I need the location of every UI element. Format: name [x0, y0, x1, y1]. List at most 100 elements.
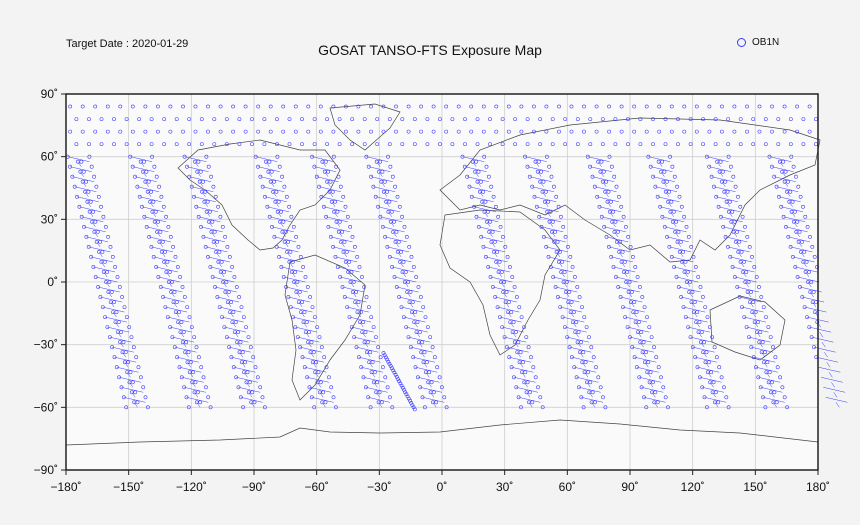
observation-point: [275, 154, 280, 159]
observation-point: [534, 204, 539, 209]
swath-link: [776, 186, 799, 193]
swath-link: [471, 196, 494, 203]
observation-point: [293, 270, 298, 274]
observation-point: [253, 154, 258, 159]
swath-link: [328, 226, 351, 233]
observation-point: [378, 355, 383, 360]
observation-point: [396, 239, 401, 244]
observation-point: [155, 104, 160, 109]
swath-link: [215, 251, 220, 258]
observation-point: [107, 280, 112, 284]
swath-link: [326, 181, 331, 187]
observation-point: [726, 244, 730, 249]
observation-point: [536, 159, 541, 164]
observation-point: [536, 385, 540, 390]
swath-link: [392, 266, 414, 273]
swath-link: [411, 311, 416, 318]
observation-point: [489, 184, 494, 189]
observation-point: [736, 194, 740, 199]
observation-point: [579, 340, 583, 345]
swath-link: [774, 176, 796, 182]
y-tick-label: 30˚: [41, 212, 58, 226]
swath-link: [148, 236, 171, 243]
observation-point: [189, 325, 194, 330]
swath-link: [810, 291, 814, 298]
swath-link: [194, 161, 199, 167]
observation-point: [177, 310, 182, 315]
observation-point: [611, 265, 616, 269]
observation-point: [193, 380, 198, 385]
swath-link: [240, 397, 263, 403]
observation-point: [688, 142, 693, 147]
observation-point: [334, 164, 339, 169]
swath-link: [655, 186, 678, 193]
swath-link: [177, 356, 199, 363]
observation-point: [93, 275, 98, 279]
observation-point: [344, 249, 349, 254]
observation-point: [463, 142, 467, 147]
observation-point: [713, 117, 718, 122]
observation-point: [512, 285, 517, 289]
observation-point: [463, 117, 467, 122]
observation-point: [460, 154, 465, 159]
observation-point: [481, 104, 486, 109]
observation-point: [722, 385, 726, 390]
observation-point: [563, 325, 567, 330]
observation-point: [370, 360, 375, 365]
swath-link: [819, 331, 824, 338]
observation-point: [669, 104, 674, 109]
swath-link: [298, 301, 303, 308]
swath-link: [509, 356, 532, 363]
swath-link: [587, 156, 610, 162]
observation-point: [110, 345, 115, 350]
swath-link: [108, 291, 112, 298]
observation-point: [601, 395, 605, 400]
observation-point: [658, 204, 663, 209]
swath-link: [602, 181, 607, 187]
observation-point: [747, 335, 751, 340]
swath-link: [388, 211, 392, 217]
observation-point: [288, 305, 293, 310]
observation-point: [379, 400, 384, 405]
observation-point: [375, 142, 380, 147]
swath-link: [231, 356, 254, 363]
swath-link: [653, 176, 675, 182]
observation-point: [502, 280, 507, 284]
observation-point: [646, 360, 651, 365]
swath-link: [189, 372, 194, 378]
observation-point: [300, 117, 304, 122]
observation-point: [737, 239, 742, 244]
observation-point: [407, 244, 412, 249]
observation-point: [275, 142, 279, 147]
swath-link: [786, 191, 791, 197]
swath-link: [297, 336, 320, 343]
swath-link: [527, 166, 550, 172]
observation-point: [383, 234, 388, 239]
swath-link: [218, 261, 222, 268]
observation-point: [355, 254, 360, 259]
swath-link: [354, 301, 359, 308]
swath-link: [417, 377, 440, 383]
observation-point: [267, 214, 272, 219]
observation-point: [399, 249, 404, 254]
observation-point: [135, 400, 140, 405]
observation-point: [572, 365, 577, 370]
swath-link: [749, 301, 754, 308]
swath-link: [368, 397, 391, 403]
observation-point: [545, 154, 549, 159]
observation-point: [123, 350, 128, 355]
swath-link: [770, 392, 775, 398]
observation-point: [208, 265, 213, 269]
swath-link: [123, 397, 146, 403]
observation-point: [174, 300, 179, 305]
observation-point: [506, 129, 511, 134]
observation-point: [281, 219, 286, 224]
swath-link: [581, 397, 604, 403]
observation-point: [417, 330, 422, 335]
swath-link: [288, 296, 311, 303]
observation-point: [592, 184, 597, 189]
swath-link: [116, 366, 139, 373]
observation-point: [91, 209, 96, 214]
swath-link: [432, 402, 437, 408]
observation-point: [665, 234, 670, 239]
